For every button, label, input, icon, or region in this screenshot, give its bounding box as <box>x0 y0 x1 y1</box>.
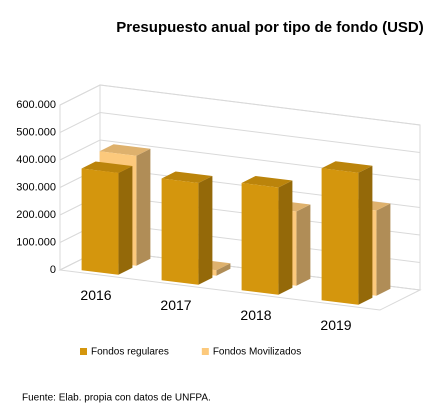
y-tick-label: 100.000 <box>16 236 56 248</box>
y-tick-label: 200.000 <box>16 209 56 221</box>
y-tick-label: 400.000 <box>16 154 56 166</box>
bar-top <box>99 144 151 156</box>
bar <box>81 161 133 275</box>
bar-top <box>161 171 213 184</box>
bar-front <box>81 168 119 275</box>
legend-label: Fondos regulares <box>91 347 169 358</box>
x-tick-label: 2019 <box>320 317 351 333</box>
bar-top <box>241 175 293 188</box>
bar-side <box>118 166 133 275</box>
bar-side <box>136 148 151 266</box>
legend-swatch <box>80 348 87 355</box>
bar <box>241 175 293 295</box>
bar-side <box>358 165 373 305</box>
x-tick-label: 2017 <box>160 297 191 313</box>
bar-side <box>296 204 311 286</box>
bar-top <box>321 161 373 173</box>
bar <box>321 161 373 305</box>
bar-side <box>216 263 231 276</box>
bar-side <box>198 176 213 285</box>
bar <box>161 171 213 285</box>
bar-front <box>321 168 359 305</box>
bar-top <box>81 161 133 174</box>
legend-label: Fondos Movilizados <box>213 347 301 358</box>
y-tick-label: 600.000 <box>16 99 56 111</box>
source-note: Fuente: Elab. propia con datos de UNFPA. <box>22 393 211 404</box>
chart-title: Presupuesto anual por tipo de fondo (USD… <box>116 19 424 36</box>
y-tick-label: 500.000 <box>16 126 56 138</box>
x-tick-label: 2018 <box>240 307 271 323</box>
legend-swatch <box>201 348 209 355</box>
grid-line <box>59 139 421 181</box>
bar-side <box>376 203 391 296</box>
bar-front <box>161 178 199 285</box>
bar-front <box>241 182 279 295</box>
grid-line <box>59 111 421 153</box>
x-tick-label: 2016 <box>80 287 111 303</box>
y-tick-label: 300.000 <box>16 181 56 193</box>
y-tick-label: 0 <box>50 264 56 276</box>
bar-side <box>278 180 293 295</box>
grid-line <box>59 84 421 126</box>
